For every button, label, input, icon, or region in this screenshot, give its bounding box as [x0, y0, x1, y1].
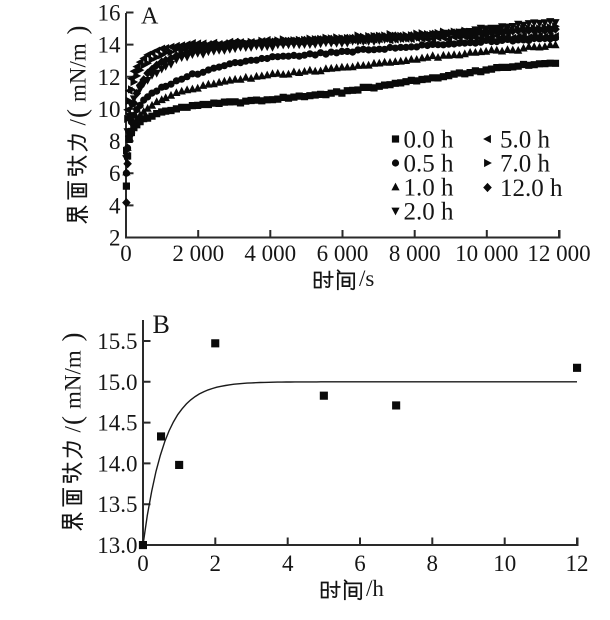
svg-text:10: 10	[98, 97, 121, 122]
svg-text:12 000: 12 000	[527, 241, 590, 266]
svg-text:15.0: 15.0	[97, 370, 137, 395]
svg-text:8: 8	[427, 551, 439, 576]
svg-text:5.0 h: 5.0 h	[500, 127, 551, 154]
svg-text:/: /	[61, 426, 86, 433]
svg-text:16: 16	[98, 1, 121, 26]
svg-text:0.0 h: 0.0 h	[404, 127, 455, 154]
svg-text:13.0: 13.0	[97, 533, 137, 558]
svg-text:13.5: 13.5	[97, 492, 137, 517]
svg-text:7.0 h: 7.0 h	[500, 151, 551, 178]
svg-text:2.0 h: 2.0 h	[404, 199, 455, 226]
svg-text:/h: /h	[366, 576, 384, 601]
svg-text:B: B	[153, 310, 170, 339]
svg-text:12.0 h: 12.0 h	[500, 175, 563, 202]
svg-text:mN/m: mN/m	[61, 350, 86, 409]
svg-text:1.0 h: 1.0 h	[404, 175, 455, 202]
svg-text:0.5 h: 0.5 h	[404, 151, 455, 178]
svg-text:4 000: 4 000	[244, 241, 296, 266]
svg-text:/: /	[66, 119, 91, 126]
svg-text:4: 4	[109, 193, 121, 218]
svg-text:A: A	[141, 4, 159, 30]
svg-text:): )	[57, 333, 87, 342]
svg-text:2: 2	[210, 551, 222, 576]
svg-text:mN/m: mN/m	[66, 43, 91, 102]
svg-text:0: 0	[120, 241, 132, 266]
svg-text:(: (	[57, 416, 87, 425]
svg-text:14: 14	[98, 33, 122, 58]
svg-text:10: 10	[493, 551, 516, 576]
svg-text:12: 12	[98, 65, 121, 90]
svg-text:14.5: 14.5	[97, 411, 137, 436]
svg-text:15.5: 15.5	[97, 329, 137, 354]
svg-text:6: 6	[109, 161, 121, 186]
svg-text:14.0: 14.0	[97, 451, 137, 476]
svg-text:2 000: 2 000	[172, 241, 224, 266]
svg-text:2: 2	[109, 226, 121, 251]
svg-text:4: 4	[282, 551, 294, 576]
svg-text:6: 6	[354, 551, 366, 576]
svg-text:0: 0	[137, 551, 149, 576]
svg-text:(: (	[62, 109, 92, 118]
svg-text:12: 12	[566, 551, 589, 576]
svg-text:8: 8	[109, 129, 121, 154]
svg-text:/s: /s	[359, 266, 374, 291]
svg-text:10 000: 10 000	[455, 241, 518, 266]
svg-text:): )	[62, 26, 92, 35]
svg-text:6 000: 6 000	[317, 241, 369, 266]
svg-text:8 000: 8 000	[389, 241, 441, 266]
